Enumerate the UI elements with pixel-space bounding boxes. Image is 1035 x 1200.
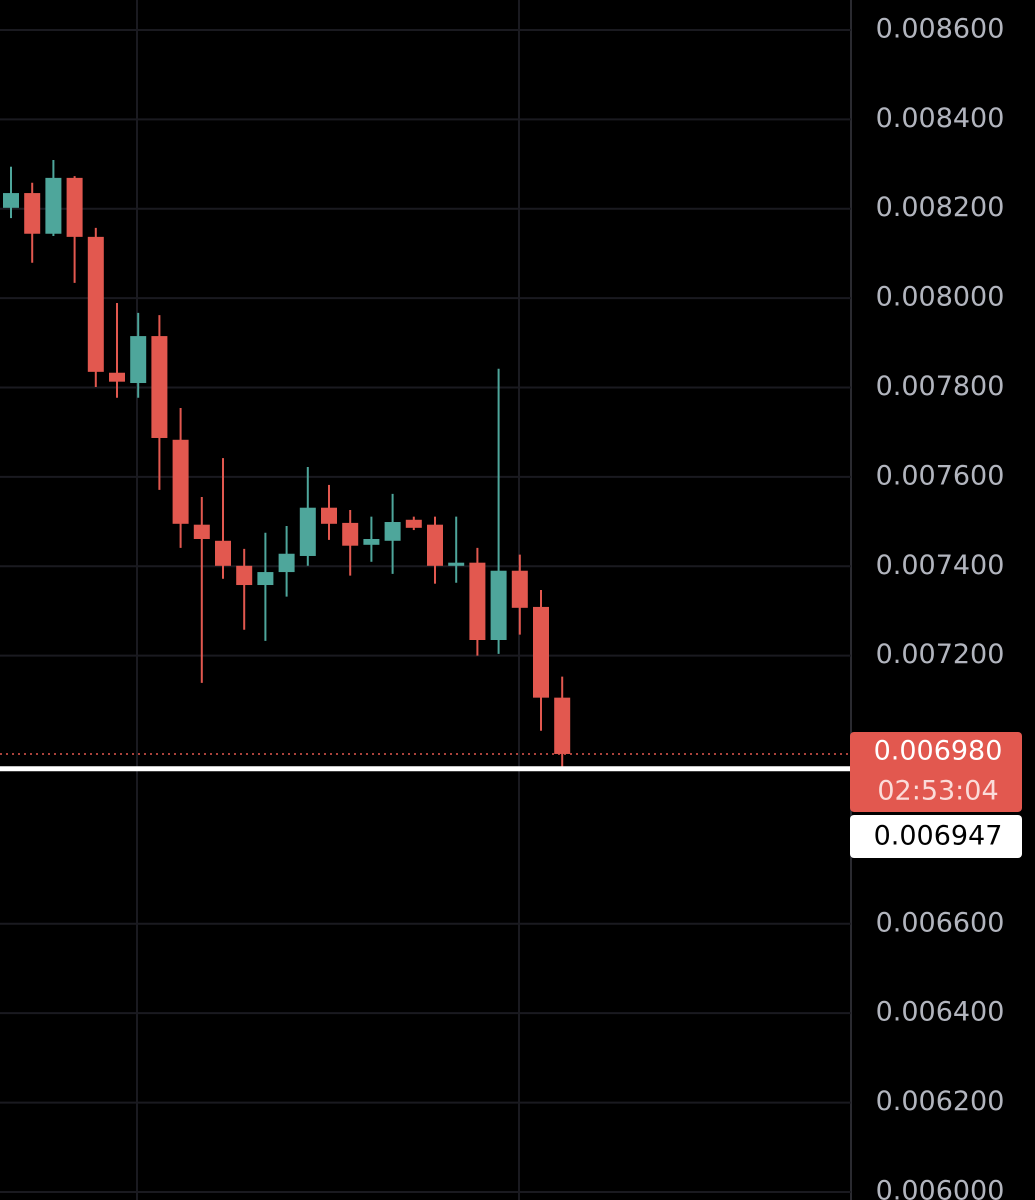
- candle-body: [490, 570, 507, 640]
- candle-body: [24, 193, 41, 234]
- candle-body: [405, 519, 422, 528]
- y-tick-label: 0.008600: [876, 13, 1005, 44]
- y-tick-label: 0.007800: [876, 371, 1005, 402]
- candle-body: [342, 522, 359, 546]
- last-price-box: [850, 731, 1022, 812]
- candle-body: [257, 572, 274, 586]
- candle-body: [299, 507, 316, 556]
- candle-body: [321, 507, 337, 524]
- price-line-label: 0.006947: [874, 821, 1003, 852]
- candle-body: [109, 372, 125, 382]
- y-tick-label: 0.006400: [876, 997, 1005, 1028]
- candle-body: [236, 565, 253, 586]
- candle-body: [554, 697, 571, 754]
- y-tick-label: 0.008400: [876, 103, 1005, 134]
- y-tick-label: 0.007400: [876, 550, 1005, 581]
- candle-body: [427, 524, 443, 566]
- candle-body: [278, 553, 295, 573]
- candle-body: [193, 524, 210, 539]
- candle-body: [66, 177, 83, 237]
- countdown-label: 02:53:04: [877, 775, 998, 806]
- candle-body: [363, 538, 380, 545]
- candle-body: [448, 562, 465, 566]
- y-tick-label: 0.007200: [876, 639, 1005, 670]
- y-tick-label: 0.006000: [876, 1175, 1005, 1200]
- y-tick-label: 0.008200: [876, 192, 1005, 223]
- candle-body: [511, 570, 528, 608]
- candle-body: [151, 336, 168, 438]
- last-price-label: 0.006980: [874, 735, 1003, 766]
- y-tick-label: 0.007600: [876, 460, 1005, 491]
- candle-body: [130, 336, 147, 384]
- candle-body: [3, 193, 19, 208]
- candle-body: [469, 562, 486, 640]
- y-tick-label: 0.006600: [876, 907, 1005, 938]
- price-line-box: [850, 815, 1022, 858]
- candle-body: [172, 439, 189, 524]
- candle-body: [384, 522, 401, 541]
- candle-body: [215, 540, 231, 566]
- candle-body: [87, 236, 104, 372]
- y-tick-label: 0.006200: [876, 1086, 1005, 1117]
- y-tick-label: 0.008000: [876, 282, 1005, 313]
- candle-body: [45, 177, 62, 234]
- candle-body: [533, 606, 549, 698]
